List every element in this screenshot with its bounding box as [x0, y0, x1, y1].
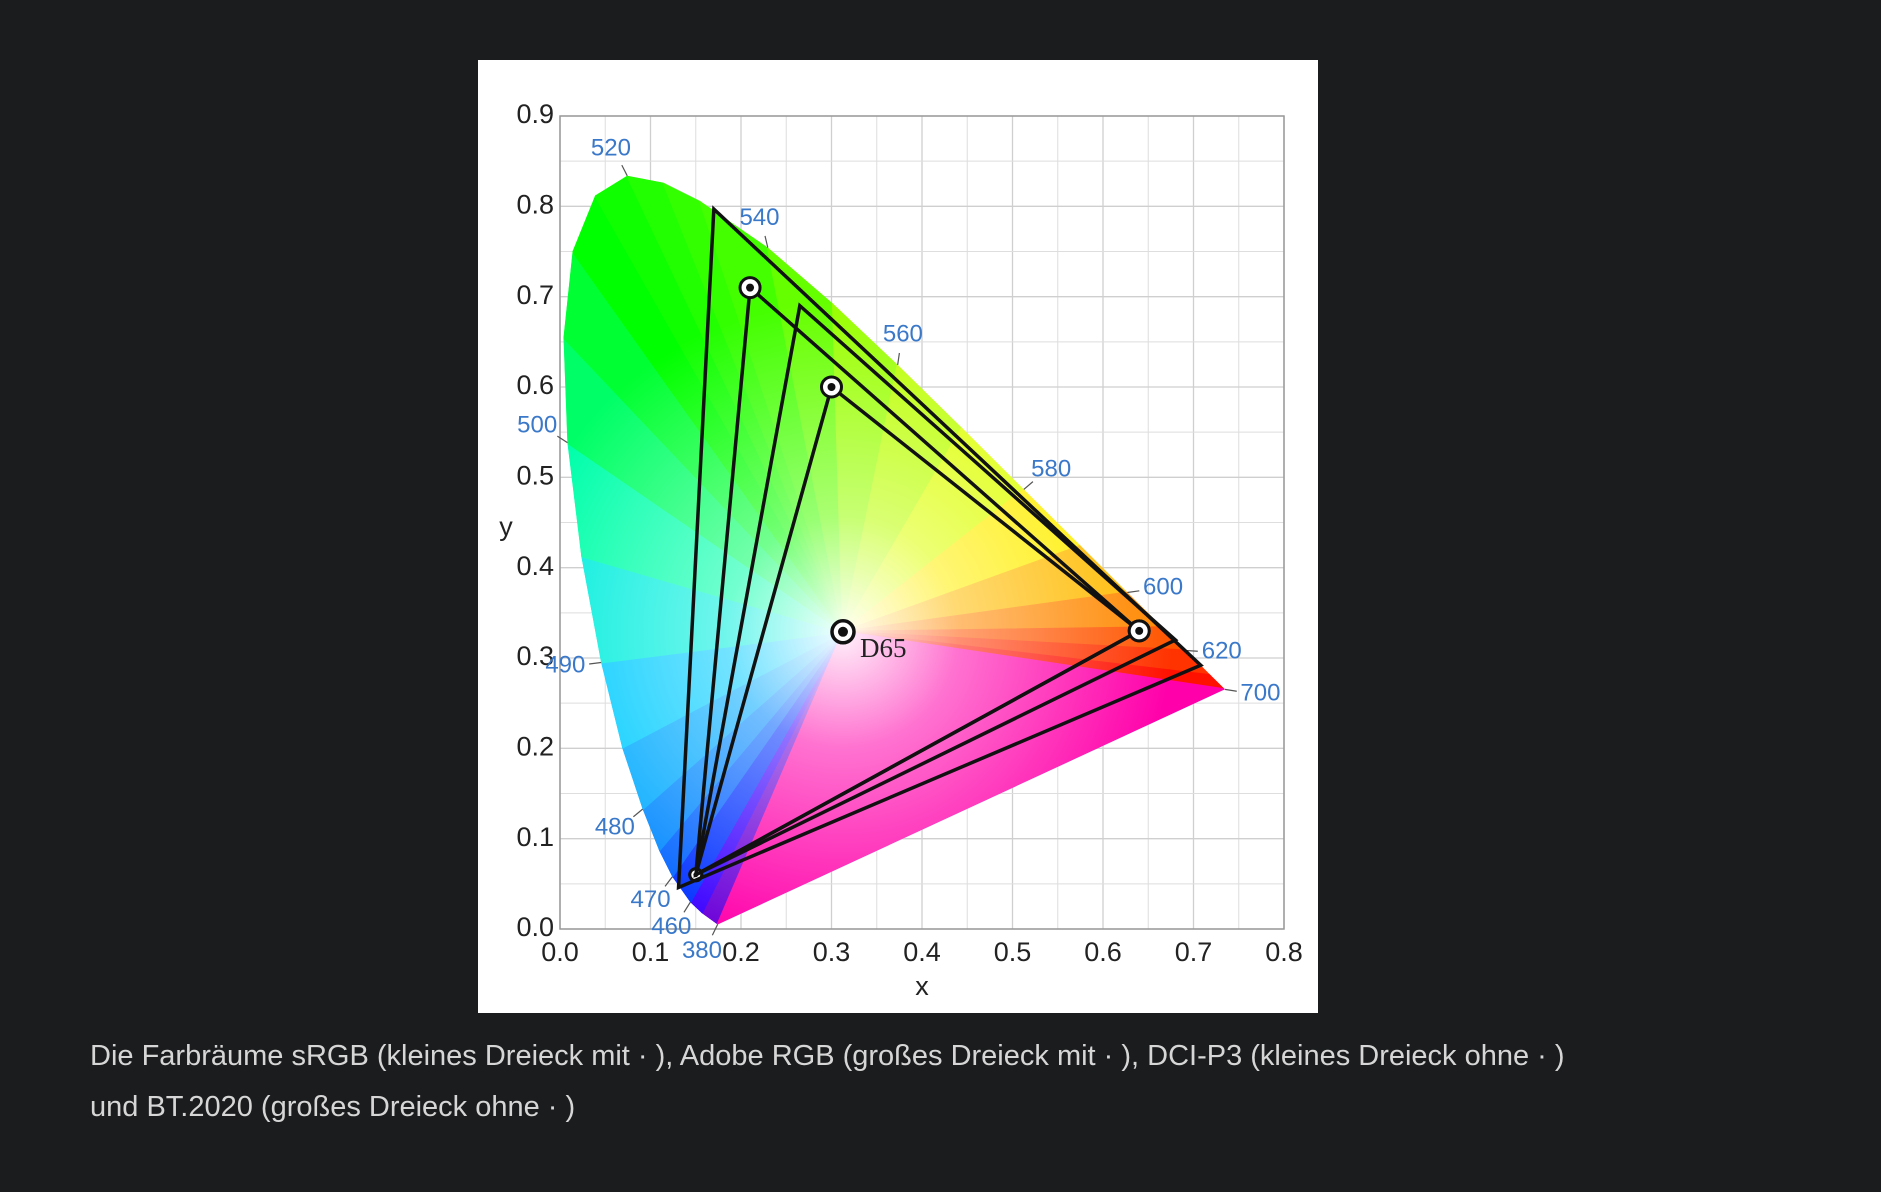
wavelength-tick: [1023, 481, 1034, 490]
wavelength-label: 520: [591, 134, 631, 161]
wavelength-tick: [589, 661, 602, 665]
caption-line: und BT.2020 (großes Dreieck ohne · ): [90, 1091, 576, 1123]
wavelength-label: 470: [631, 886, 671, 913]
wavelength-label: 490: [545, 652, 585, 679]
gamut-triangle: [693, 302, 1179, 878]
wavelength-label: 380: [682, 937, 722, 964]
y-tick-label: 0.1: [516, 822, 554, 852]
primary-marker-dot: [746, 283, 755, 292]
wavelength-tick: [897, 352, 900, 365]
wavelength-label: 540: [739, 204, 779, 231]
wavelength-label: 560: [883, 321, 923, 348]
x-tick-label: 0.8: [1265, 937, 1303, 967]
wavelength-tick: [664, 876, 673, 887]
figure: 0.0 0.1 0.2 0.3 0.4 0.5 0.6 0.7 0.8 0.0 0.1 0.2 0.3 0…: [478, 60, 1318, 1013]
chart: 0.0 0.1 0.2 0.3 0.4 0.5 0.6 0.7 0.8 0.0 0.1 0.2 0.3 0…: [499, 99, 1303, 1001]
y-tick-label: 0.9: [516, 99, 554, 129]
wavelength-label: 480: [595, 814, 635, 841]
caption-line: Die Farbräume sRGB (kleines Dreieck mit …: [90, 1040, 1565, 1072]
wavelength-tick: [1185, 649, 1198, 652]
wavelength-tick: [711, 924, 719, 936]
gamut-triangle: [676, 205, 1204, 891]
y-axis-label: y: [499, 512, 513, 542]
x-tick-label: 0.2: [722, 937, 760, 967]
y-tick-label: 0.3: [516, 641, 554, 671]
x-tick-label: 0.4: [903, 937, 941, 967]
x-tick-label: 0.7: [1175, 937, 1213, 967]
wavelength-label: 500: [517, 412, 557, 439]
wavelength-label: 600: [1143, 574, 1183, 601]
wavelength-tick: [621, 164, 628, 177]
plot-frame: [559, 115, 1285, 930]
y-tick-label: 0.7: [516, 280, 554, 310]
primary-marker-dot: [1135, 626, 1144, 635]
wavelength-label: 700: [1240, 679, 1280, 706]
x-axis-label: x: [915, 971, 929, 1001]
white-glow: [563, 175, 1225, 925]
gamut-triangle: [693, 284, 1143, 878]
wavelength-label: 580: [1031, 455, 1071, 482]
y-tick-label: 0.6: [516, 370, 554, 400]
wavelength-label: 620: [1202, 638, 1242, 665]
white-point-label: D65: [860, 633, 907, 663]
wavelength-tick: [557, 435, 568, 444]
wavelength-tick: [764, 235, 769, 248]
x-tick-label: 0.5: [994, 937, 1032, 967]
x-tick-label: 0.6: [1084, 937, 1122, 967]
wavelength-tick: [683, 901, 691, 913]
y-tick-label: 0.2: [516, 731, 554, 761]
wavelength-label: 460: [651, 913, 691, 940]
wavelength-tick: [632, 808, 644, 818]
y-tick-label: 0.4: [516, 551, 554, 581]
x-tick-label: 0.3: [813, 937, 851, 967]
wavelength-tick: [1127, 590, 1140, 594]
y-tick-label: 0.8: [516, 189, 554, 219]
primary-marker-dot: [827, 383, 836, 391]
x-tick-label: 0.1: [632, 937, 670, 967]
y-tick-label: 0.0: [516, 912, 554, 942]
wavelength-tick: [1224, 688, 1237, 692]
white-point-dot: [837, 626, 848, 637]
x-tick-label: 0.0: [541, 937, 579, 967]
y-tick-label: 0.5: [516, 460, 554, 490]
